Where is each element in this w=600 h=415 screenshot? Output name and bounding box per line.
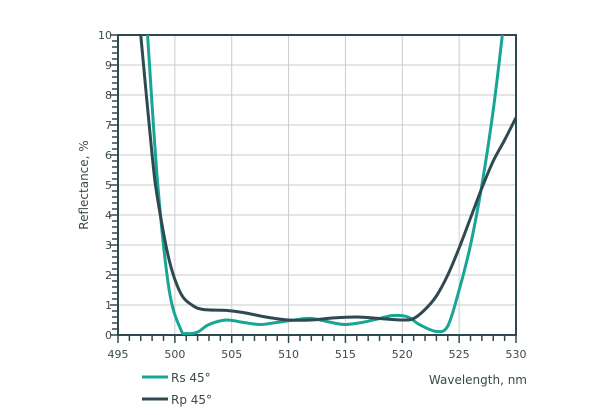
- x-axis-label: Wavelength, nm: [429, 373, 527, 387]
- x-tick-label: 520: [392, 348, 413, 361]
- series-line-rp: [139, 35, 516, 322]
- y-tick-label: 6: [105, 149, 112, 162]
- y-tick-label: 0: [105, 329, 112, 342]
- x-tick-label: 530: [506, 348, 527, 361]
- y-tick-label: 10: [98, 29, 112, 42]
- plot-frame: [117, 34, 517, 336]
- y-tick-label: 1: [105, 299, 112, 312]
- series-lines: [139, 35, 516, 335]
- y-tick-label: 8: [105, 89, 112, 102]
- legend-label-rs: Rs 45°: [171, 371, 211, 385]
- y-tick-label: 3: [105, 239, 112, 252]
- x-tick-label: 515: [335, 348, 356, 361]
- legend: Rs 45° Rp 45°: [142, 371, 212, 407]
- legend-label-rp: Rp 45°: [171, 393, 212, 407]
- x-tick-label: 500: [164, 348, 185, 361]
- y-tick-label: 7: [105, 119, 112, 132]
- x-tick-label: 495: [108, 348, 129, 361]
- y-tick-label: 5: [105, 179, 112, 192]
- grid: [117, 34, 517, 336]
- x-tick-label: 505: [221, 348, 242, 361]
- y-tick-label: 9: [105, 59, 112, 72]
- axes: 495 500 505 510 515 520 525 530 0 1 2 3 4 5 6 7 8 9 10: [98, 29, 527, 361]
- x-tick-label: 525: [449, 348, 470, 361]
- y-tick-label: 2: [105, 269, 112, 282]
- x-tick-label: 510: [278, 348, 299, 361]
- series-line-rs: [146, 35, 504, 335]
- y-tick-label: 4: [105, 209, 112, 222]
- y-axis-label: Reflectance, %: [77, 140, 91, 229]
